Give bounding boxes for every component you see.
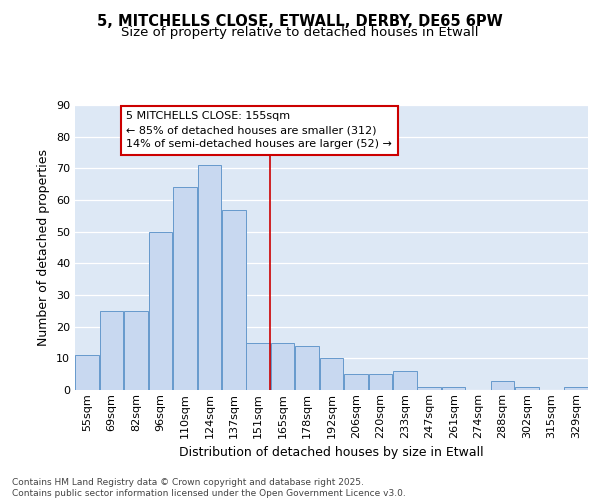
Bar xyxy=(368,374,392,390)
Bar xyxy=(124,311,148,390)
Text: Contains HM Land Registry data © Crown copyright and database right 2025.
Contai: Contains HM Land Registry data © Crown c… xyxy=(12,478,406,498)
X-axis label: Distribution of detached houses by size in Etwall: Distribution of detached houses by size … xyxy=(179,446,484,459)
Text: 5 MITCHELLS CLOSE: 155sqm
← 85% of detached houses are smaller (312)
14% of semi: 5 MITCHELLS CLOSE: 155sqm ← 85% of detac… xyxy=(127,112,392,150)
Bar xyxy=(418,387,441,390)
Bar xyxy=(149,232,172,390)
Bar xyxy=(247,342,270,390)
Text: Size of property relative to detached houses in Etwall: Size of property relative to detached ho… xyxy=(121,26,479,39)
Y-axis label: Number of detached properties: Number of detached properties xyxy=(37,149,50,346)
Bar xyxy=(564,387,587,390)
Bar xyxy=(295,346,319,390)
Bar xyxy=(393,371,416,390)
Bar xyxy=(344,374,368,390)
Bar xyxy=(100,311,124,390)
Bar xyxy=(173,188,197,390)
Bar xyxy=(76,355,99,390)
Bar xyxy=(197,165,221,390)
Bar xyxy=(320,358,343,390)
Bar xyxy=(271,342,295,390)
Bar xyxy=(491,380,514,390)
Text: 5, MITCHELLS CLOSE, ETWALL, DERBY, DE65 6PW: 5, MITCHELLS CLOSE, ETWALL, DERBY, DE65 … xyxy=(97,14,503,29)
Bar xyxy=(442,387,466,390)
Bar xyxy=(515,387,539,390)
Bar xyxy=(222,210,245,390)
